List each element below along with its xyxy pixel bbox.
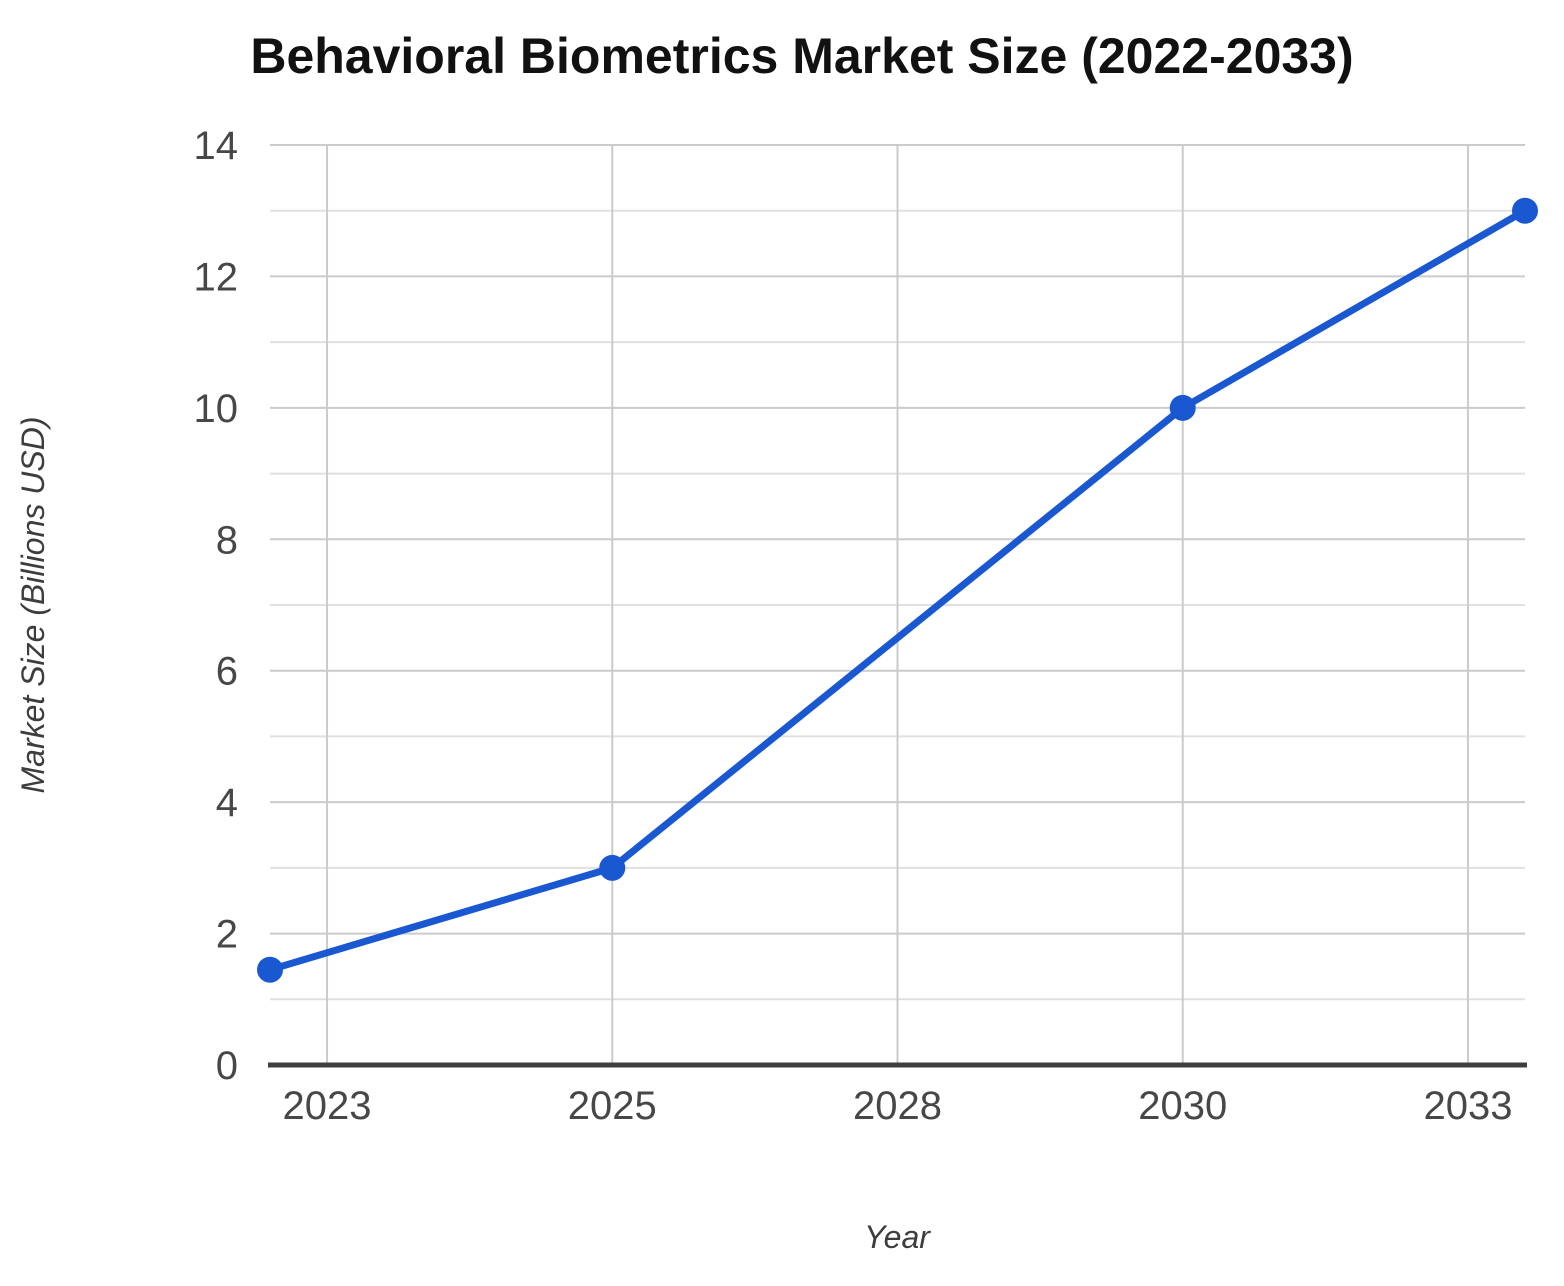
x-tick-label: 2025 (568, 1084, 657, 1128)
data-point (599, 854, 626, 881)
x-tick-label: 2028 (853, 1084, 942, 1128)
y-axis-tick-labels: 0 2 4 6 8 10 12 14 (194, 124, 239, 1088)
data-points-group (257, 197, 1538, 983)
data-point (1512, 197, 1538, 224)
y-tick-label: 0 (216, 1044, 238, 1088)
data-point (257, 956, 283, 983)
y-tick-label: 14 (194, 124, 239, 168)
y-tick-label: 2 (216, 913, 238, 957)
y-tick-label: 10 (194, 387, 239, 431)
data-point (1169, 394, 1196, 421)
chart-title: Behavioral Biometrics Market Size (2022-… (250, 28, 1353, 84)
x-tick-label: 2023 (283, 1084, 372, 1128)
x-tick-label: 2030 (1138, 1084, 1227, 1128)
vertical-gridlines (326, 145, 1469, 1065)
y-tick-label: 8 (216, 518, 238, 562)
y-tick-label: 4 (216, 781, 238, 825)
series-line-group (266, 207, 1529, 974)
x-tick-label: 2033 (1423, 1084, 1512, 1128)
x-axis-title: Year (864, 1219, 931, 1255)
y-tick-label: 6 (216, 650, 238, 694)
series-line (266, 207, 1529, 974)
y-axis-title: Market Size (Billions USD) (15, 417, 51, 794)
x-axis-tick-labels: 2023 2025 2028 2030 2033 (283, 1084, 1513, 1128)
y-tick-label: 12 (194, 255, 239, 299)
